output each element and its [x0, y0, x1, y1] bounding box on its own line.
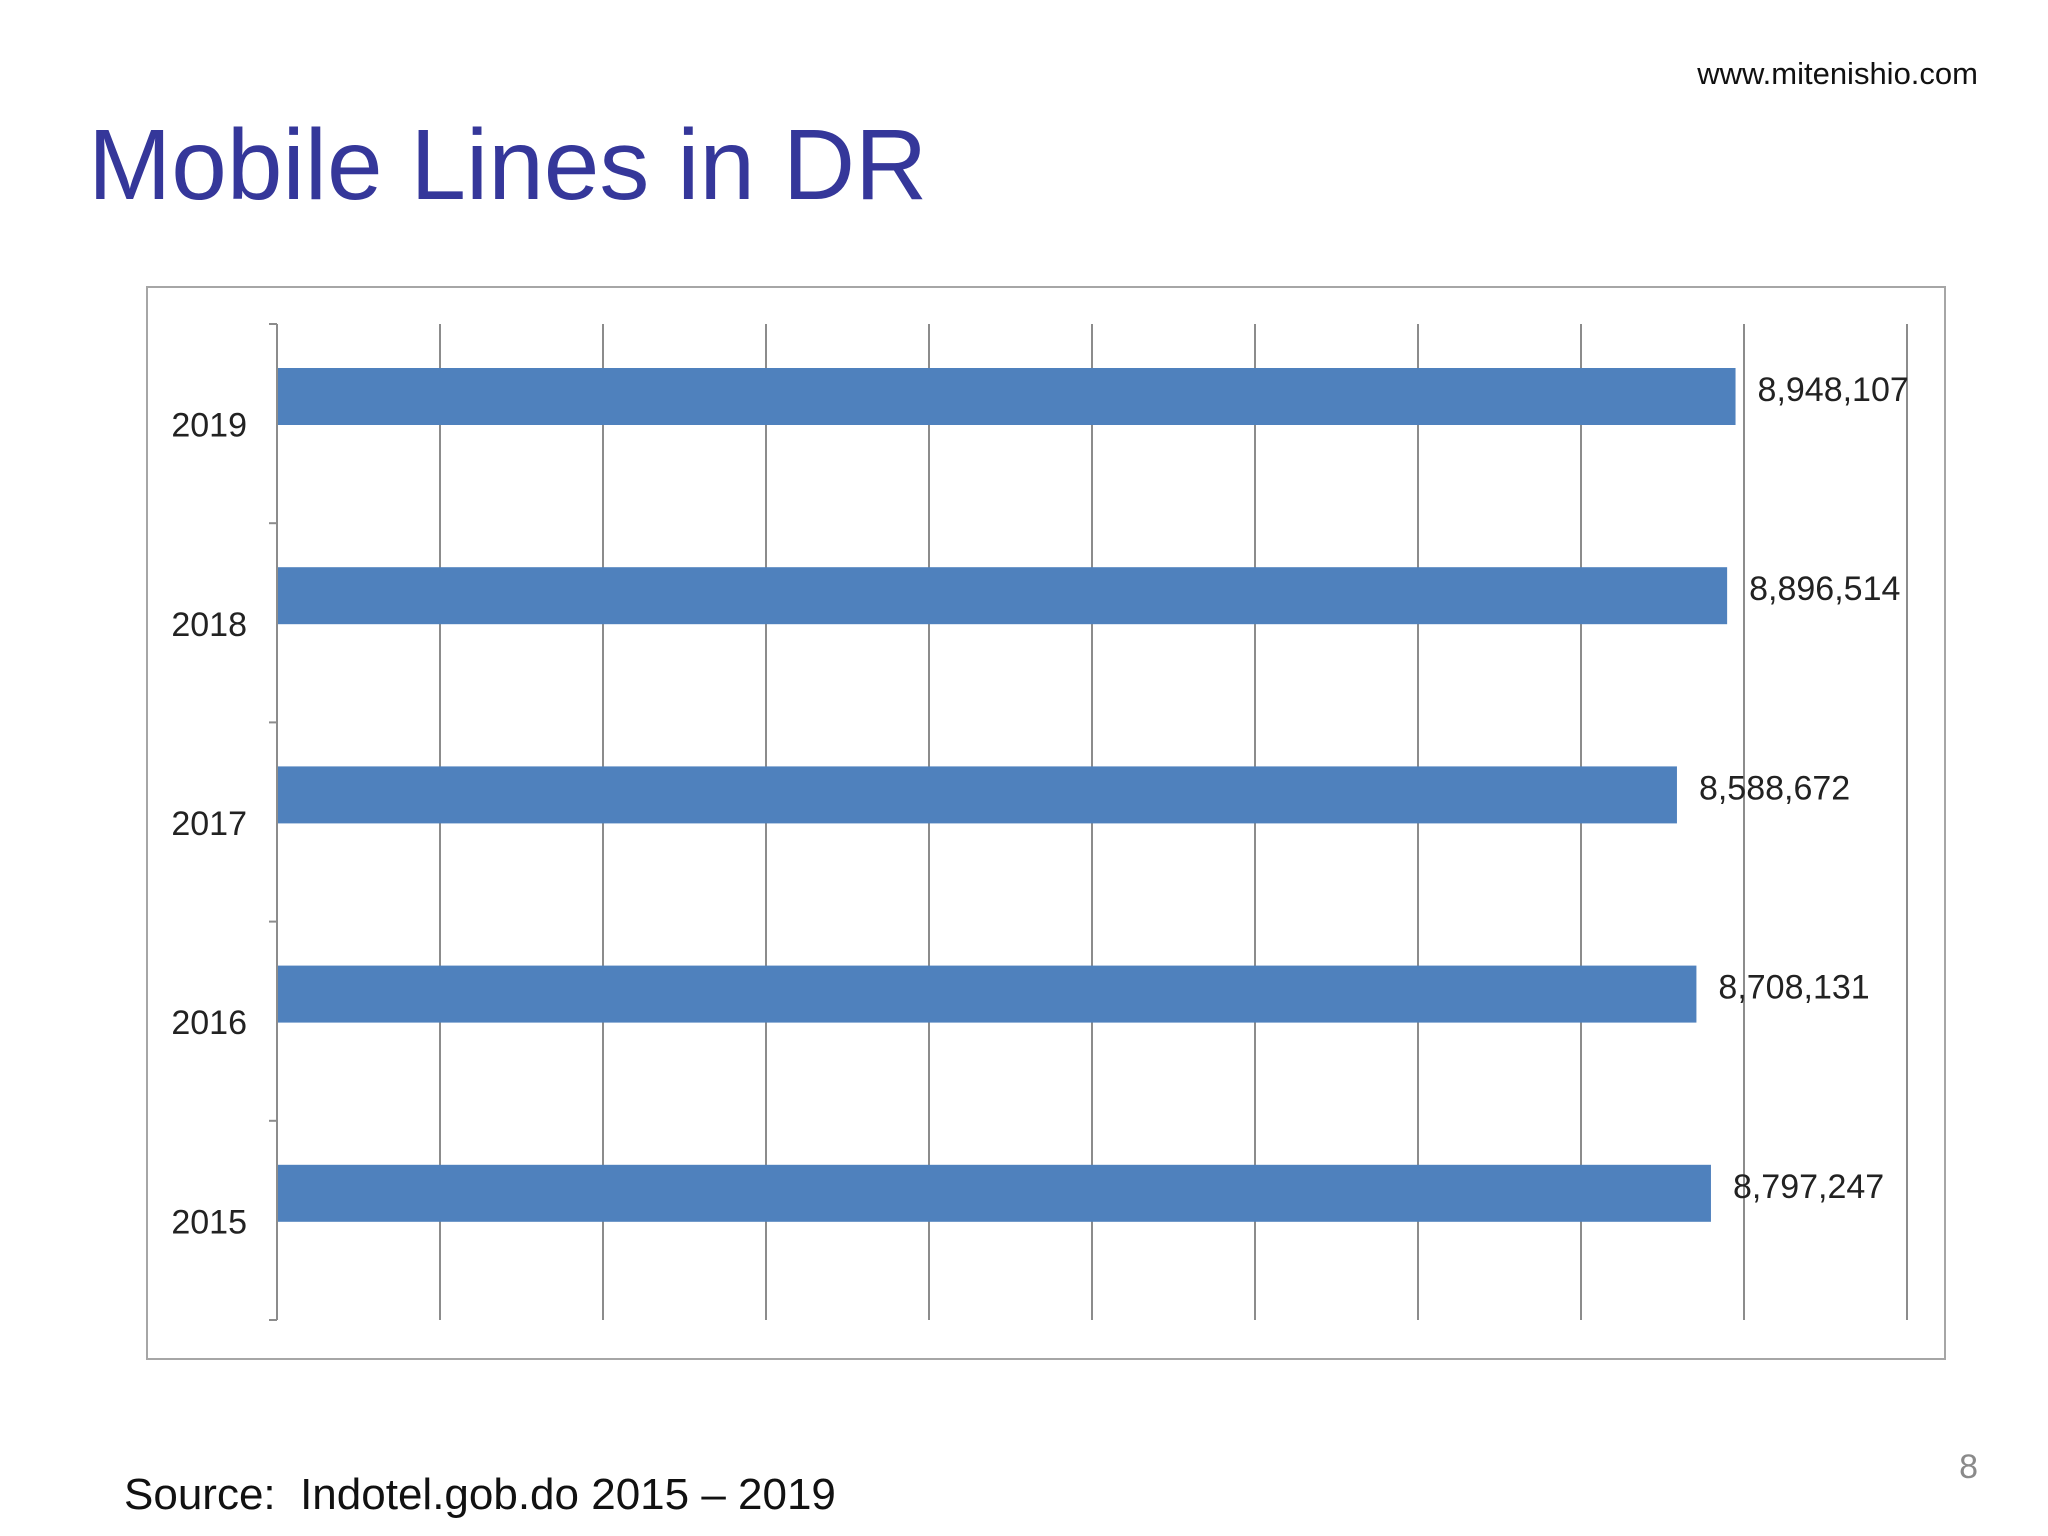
data-label-2018: 8,896,514	[1749, 570, 1900, 608]
data-label-2017: 8,588,672	[1699, 769, 1850, 807]
data-label-2015: 8,797,247	[1733, 1168, 1884, 1206]
y-tick-label: 2018	[171, 606, 247, 644]
bar-2018	[277, 567, 1728, 625]
bar-2016	[277, 965, 1697, 1023]
category-axis: 2019 2018 2017 2016 2015	[171, 323, 278, 1321]
slide-title: Mobile Lines in DR	[88, 109, 928, 221]
bar-2019	[277, 368, 1736, 425]
y-tick-label: 2016	[171, 1004, 247, 1042]
data-labels: 8,948,107 8,896,514 8,588,672 8,708,131 8,79…	[1699, 371, 1909, 1206]
y-tick-label: 2015	[171, 1203, 247, 1241]
data-label-2016: 8,708,131	[1718, 969, 1869, 1007]
website-url: www.mitenishio.com	[1697, 56, 1978, 91]
y-tick-label: 2019	[171, 407, 247, 445]
y-tick-label: 2017	[171, 805, 247, 843]
bar-2015	[277, 1164, 1711, 1222]
bar-2017	[277, 766, 1677, 824]
page-number: 8	[1959, 1448, 1978, 1486]
data-label-2019: 8,948,107	[1758, 371, 1909, 409]
source-note: Source: Indotel.gob.do 2015 – 2019	[124, 1470, 836, 1519]
bars	[277, 368, 1736, 1222]
